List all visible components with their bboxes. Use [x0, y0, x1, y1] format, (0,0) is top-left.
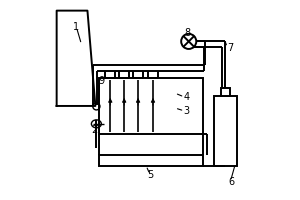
FancyBboxPatch shape — [99, 78, 202, 134]
Text: 8: 8 — [185, 28, 191, 38]
FancyBboxPatch shape — [214, 96, 237, 166]
Text: 4: 4 — [184, 92, 190, 102]
FancyBboxPatch shape — [220, 88, 230, 96]
Text: 6: 6 — [228, 177, 235, 187]
Text: 2: 2 — [91, 125, 98, 135]
Text: 5: 5 — [147, 170, 153, 180]
FancyBboxPatch shape — [99, 155, 202, 166]
Text: 7: 7 — [227, 43, 234, 53]
Circle shape — [181, 34, 196, 49]
Text: 1: 1 — [74, 22, 80, 32]
Polygon shape — [57, 11, 95, 106]
Text: 3: 3 — [184, 106, 190, 116]
Text: 9: 9 — [98, 76, 104, 86]
